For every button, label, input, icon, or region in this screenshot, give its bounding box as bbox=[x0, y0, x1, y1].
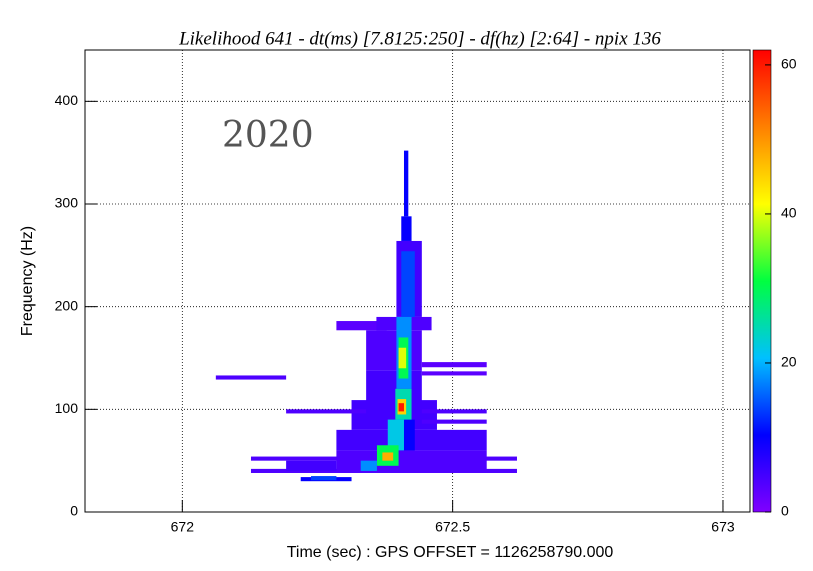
x-tick-label: 672 bbox=[171, 519, 195, 535]
pixel bbox=[403, 150, 409, 217]
x-tick-label: 672.5 bbox=[435, 519, 470, 535]
color-bar bbox=[752, 49, 772, 513]
pixel bbox=[382, 452, 394, 461]
x-axis-label: Time (sec) : GPS OFFSET = 1126258790.000 bbox=[287, 544, 614, 561]
color-tick-label: 20 bbox=[781, 354, 797, 370]
y-tick-label: 300 bbox=[55, 195, 79, 211]
x-tick-label: 673 bbox=[711, 519, 735, 535]
pixel bbox=[360, 460, 377, 471]
pixel bbox=[336, 321, 387, 331]
y-tick-label: 100 bbox=[55, 400, 79, 416]
y-tick-label: 200 bbox=[55, 297, 79, 313]
pixel bbox=[398, 347, 407, 369]
plot-frame bbox=[84, 49, 751, 513]
pixel bbox=[421, 362, 487, 368]
pixel bbox=[398, 403, 404, 412]
pixel bbox=[286, 460, 337, 471]
pixel bbox=[366, 330, 422, 371]
color-tick-label: 40 bbox=[781, 205, 797, 221]
pixel bbox=[310, 476, 337, 481]
pixel bbox=[401, 216, 412, 241]
chart-title: Likelihood 641 - dt(ms) [7.8125:250] - d… bbox=[178, 28, 661, 49]
pixel bbox=[421, 371, 487, 376]
color-tick-label: 60 bbox=[781, 56, 797, 72]
y-tick-label: 0 bbox=[70, 503, 78, 519]
color-tick-label: 0 bbox=[781, 503, 789, 519]
pixel bbox=[250, 468, 517, 473]
pixel bbox=[421, 419, 487, 424]
pixel bbox=[401, 251, 415, 317]
annotation: 2020 bbox=[222, 115, 314, 156]
pixel bbox=[286, 409, 367, 414]
pixel bbox=[215, 375, 287, 380]
pixel bbox=[387, 419, 404, 451]
pixel bbox=[421, 409, 487, 414]
y-axis-label: Frequency (Hz) bbox=[19, 226, 36, 336]
y-tick-label: 400 bbox=[55, 92, 79, 108]
